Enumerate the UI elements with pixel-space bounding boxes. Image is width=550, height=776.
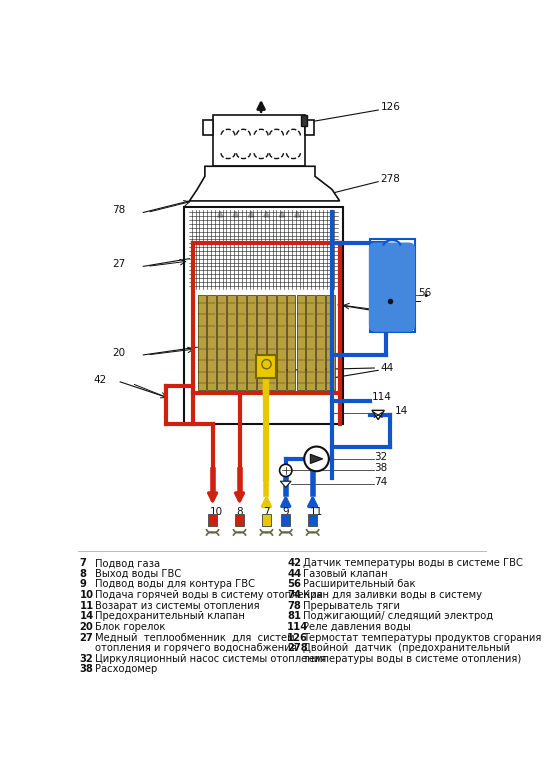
Bar xyxy=(316,295,325,390)
Text: Реле давления воды: Реле давления воды xyxy=(302,622,410,632)
Bar xyxy=(301,116,307,126)
Text: 74: 74 xyxy=(375,477,388,487)
Text: 56: 56 xyxy=(287,580,301,590)
Bar xyxy=(204,120,212,136)
Text: 9: 9 xyxy=(79,580,86,590)
Polygon shape xyxy=(189,166,340,201)
Text: 27: 27 xyxy=(112,259,126,269)
Text: 14: 14 xyxy=(395,406,408,416)
Text: 78: 78 xyxy=(112,205,126,215)
Bar xyxy=(197,295,206,390)
Text: Газовый клапан: Газовый клапан xyxy=(302,569,387,579)
Text: 20: 20 xyxy=(79,622,93,632)
Text: Выход воды ГВС: Выход воды ГВС xyxy=(95,569,181,579)
Bar xyxy=(308,514,317,526)
Text: 114: 114 xyxy=(372,393,392,402)
Text: температуры воды в системе отопления): температуры воды в системе отопления) xyxy=(302,654,521,663)
Text: Подвод газа: Подвод газа xyxy=(95,558,160,568)
Text: отопления и горячего водоснабжения: отопления и горячего водоснабжения xyxy=(95,643,296,653)
Text: Возарат из системы отопления: Возарат из системы отопления xyxy=(95,601,260,611)
Text: 10: 10 xyxy=(79,590,94,600)
Text: 42: 42 xyxy=(93,375,107,385)
Text: 126: 126 xyxy=(287,632,308,643)
Text: Расширительный бак: Расширительный бак xyxy=(302,580,415,590)
Text: 44: 44 xyxy=(381,363,394,373)
Text: Прерыватель тяги: Прерыватель тяги xyxy=(302,601,400,611)
Polygon shape xyxy=(372,411,384,420)
Circle shape xyxy=(262,359,271,369)
Text: Подача горячей воды в систему отопления: Подача горячей воды в систему отопления xyxy=(95,590,322,600)
Bar xyxy=(306,295,315,390)
Text: Подвод воды для контура ГВС: Подвод воды для контура ГВС xyxy=(95,580,255,590)
Bar xyxy=(247,295,256,390)
Text: 114: 114 xyxy=(287,622,309,632)
Text: 27: 27 xyxy=(79,632,93,643)
Bar xyxy=(281,514,290,526)
Text: Блок горелок: Блок горелок xyxy=(95,622,165,632)
Bar xyxy=(257,295,266,390)
Text: 38: 38 xyxy=(79,664,94,674)
Text: 11: 11 xyxy=(310,507,323,517)
Bar xyxy=(267,295,276,390)
Text: 74: 74 xyxy=(287,590,301,600)
Polygon shape xyxy=(280,481,291,487)
Polygon shape xyxy=(310,454,323,463)
Bar xyxy=(235,514,244,526)
Text: 56: 56 xyxy=(418,289,431,298)
Text: 78: 78 xyxy=(287,601,301,611)
Text: 42: 42 xyxy=(287,558,301,568)
Bar xyxy=(326,295,335,390)
Text: Кран для заливки воды в систему: Кран для заливки воды в систему xyxy=(302,590,482,600)
Text: 20: 20 xyxy=(112,348,125,358)
FancyBboxPatch shape xyxy=(369,243,415,332)
Text: Датчик температуры воды в системе ГВС: Датчик температуры воды в системе ГВС xyxy=(302,558,522,568)
Text: 14: 14 xyxy=(79,611,94,622)
Text: 11: 11 xyxy=(79,601,94,611)
Bar xyxy=(184,207,343,424)
Bar xyxy=(237,295,246,390)
Text: Термостат температуры продуктов сгорания: Термостат температуры продуктов сгорания xyxy=(302,632,541,643)
Bar xyxy=(305,120,314,136)
Text: 38: 38 xyxy=(375,463,388,473)
Text: Медный  теплообменник  для  систем: Медный теплообменник для систем xyxy=(95,632,294,643)
Text: 8: 8 xyxy=(79,569,86,579)
Bar xyxy=(256,355,277,378)
Bar xyxy=(208,514,217,526)
Circle shape xyxy=(279,464,292,476)
Bar xyxy=(207,295,216,390)
Text: 126: 126 xyxy=(381,102,400,112)
Bar xyxy=(296,295,305,390)
Text: 7: 7 xyxy=(263,507,270,517)
Text: 32: 32 xyxy=(375,452,388,462)
Text: 9: 9 xyxy=(283,507,289,517)
Text: 10: 10 xyxy=(210,507,223,517)
Text: Циркуляционный насос системы отопления: Циркуляционный насос системы отопления xyxy=(95,654,326,663)
Bar xyxy=(212,115,305,166)
Bar xyxy=(371,240,415,332)
Text: 44: 44 xyxy=(287,569,301,579)
Text: 32: 32 xyxy=(79,654,93,663)
Text: Поджигающий/ следящий электрод: Поджигающий/ следящий электрод xyxy=(302,611,493,622)
Text: 81: 81 xyxy=(388,305,401,315)
Bar xyxy=(287,295,295,390)
Text: 7: 7 xyxy=(79,558,86,568)
Text: Предохранительный клапан: Предохранительный клапан xyxy=(95,611,245,622)
Text: Расходомер: Расходомер xyxy=(95,664,157,674)
Bar xyxy=(217,295,226,390)
Bar xyxy=(227,295,236,390)
Bar xyxy=(277,295,285,390)
Text: 8: 8 xyxy=(236,507,243,517)
Text: •: • xyxy=(423,291,430,301)
Text: 81: 81 xyxy=(287,611,301,622)
Text: Двойной  датчик  (предохранительный: Двойной датчик (предохранительный xyxy=(302,643,510,653)
Circle shape xyxy=(304,446,329,471)
Text: 278: 278 xyxy=(287,643,308,653)
Text: 278: 278 xyxy=(381,175,400,185)
Bar xyxy=(262,514,271,526)
